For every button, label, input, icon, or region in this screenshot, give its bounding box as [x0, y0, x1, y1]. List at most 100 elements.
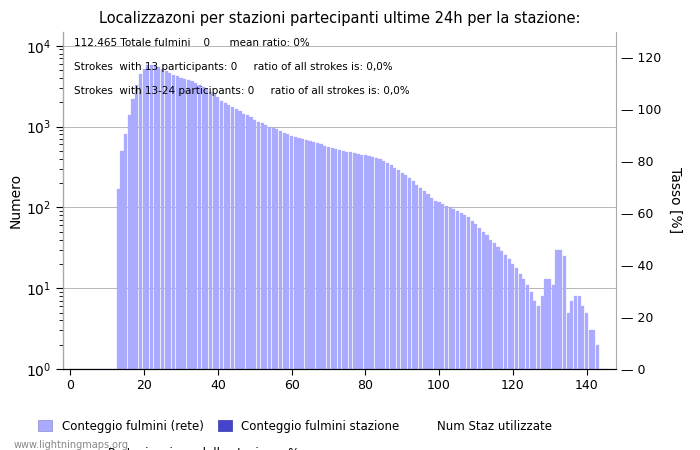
Bar	[216, 97, 219, 450]
Bar	[578, 296, 581, 450]
Bar	[179, 78, 183, 450]
Legend: Partecipazione della stazione  %: Partecipazione della stazione %	[76, 442, 304, 450]
Bar	[183, 79, 186, 450]
Bar	[260, 123, 264, 450]
Bar	[150, 65, 153, 450]
Bar	[368, 156, 370, 450]
Bar	[371, 157, 374, 450]
Bar	[519, 274, 522, 450]
Y-axis label: Tasso [%]: Tasso [%]	[668, 167, 682, 233]
Bar	[91, 369, 94, 450]
Bar	[143, 69, 146, 450]
Bar	[496, 248, 500, 450]
Bar	[374, 158, 378, 450]
Bar	[345, 152, 349, 450]
Bar	[257, 122, 260, 450]
Bar	[552, 285, 555, 450]
Bar	[342, 151, 345, 450]
Bar	[382, 162, 385, 450]
Bar	[430, 198, 433, 450]
Bar	[482, 232, 485, 450]
Bar	[124, 134, 127, 450]
Bar	[574, 296, 577, 450]
Bar	[135, 85, 139, 450]
Bar	[511, 264, 514, 450]
Bar	[194, 83, 197, 450]
Bar	[537, 306, 540, 450]
Bar	[161, 69, 164, 450]
Bar	[128, 115, 131, 450]
Bar	[190, 81, 194, 450]
Text: Strokes  with 13-24 participants: 0     ratio of all strokes is: 0,0%: Strokes with 13-24 participants: 0 ratio…	[74, 86, 410, 95]
Bar	[223, 103, 227, 450]
Bar	[334, 149, 337, 450]
Bar	[69, 369, 72, 450]
Bar	[168, 73, 172, 450]
Bar	[294, 137, 297, 450]
Bar	[397, 170, 400, 450]
Bar	[272, 128, 274, 450]
Text: Strokes  with 13 participants: 0     ratio of all strokes is: 0,0%: Strokes with 13 participants: 0 ratio of…	[74, 62, 393, 72]
Bar	[467, 217, 470, 450]
Bar	[530, 292, 533, 450]
Bar	[146, 65, 149, 450]
Bar	[139, 74, 142, 450]
Bar	[316, 144, 319, 450]
Bar	[356, 154, 360, 450]
Bar	[600, 369, 603, 450]
Bar	[478, 228, 481, 450]
Bar	[113, 369, 116, 450]
Bar	[596, 345, 599, 450]
Bar	[249, 117, 253, 450]
Bar	[603, 369, 606, 450]
Bar	[493, 243, 496, 450]
Bar	[239, 111, 241, 450]
Bar	[364, 155, 367, 450]
Bar	[485, 235, 489, 450]
Bar	[393, 168, 396, 450]
Bar	[405, 175, 407, 450]
Bar	[153, 66, 157, 450]
Bar	[327, 147, 330, 450]
Bar	[187, 80, 190, 450]
Bar	[120, 151, 124, 450]
Bar	[80, 369, 83, 450]
Bar	[566, 312, 570, 450]
Bar	[389, 166, 393, 450]
Bar	[298, 138, 300, 450]
Bar	[304, 140, 308, 450]
Bar	[504, 255, 507, 450]
Bar	[412, 181, 415, 450]
Bar	[563, 256, 566, 450]
Bar	[242, 113, 245, 450]
Bar	[312, 142, 315, 450]
Bar	[548, 279, 551, 450]
Bar	[268, 126, 271, 450]
Bar	[330, 148, 334, 450]
Bar	[540, 296, 544, 450]
Bar	[570, 301, 573, 450]
Bar	[475, 224, 477, 450]
Bar	[589, 330, 591, 450]
Bar	[379, 159, 382, 450]
Bar	[508, 259, 511, 450]
Bar	[515, 268, 518, 450]
Bar	[234, 109, 238, 450]
Bar	[205, 89, 209, 450]
Bar	[83, 369, 87, 450]
Bar	[360, 154, 363, 450]
Bar	[98, 369, 102, 450]
Bar	[338, 150, 341, 450]
Bar	[283, 133, 286, 450]
Text: www.lightningmaps.org: www.lightningmaps.org	[14, 440, 129, 450]
Bar	[132, 99, 134, 450]
Bar	[585, 312, 588, 450]
Bar	[460, 213, 463, 450]
Bar	[526, 285, 529, 450]
Bar	[158, 68, 160, 450]
Bar	[426, 194, 430, 450]
Bar	[452, 209, 456, 450]
Bar	[253, 120, 256, 450]
Bar	[545, 279, 547, 450]
Bar	[386, 163, 389, 450]
